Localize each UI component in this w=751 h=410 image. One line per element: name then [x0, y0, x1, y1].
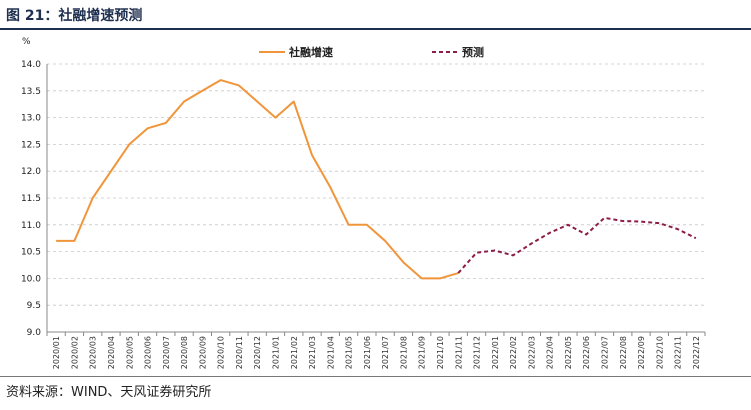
x-tick-label: 2021/01: [271, 336, 280, 369]
x-tick-label: 2020/06: [144, 336, 153, 369]
x-tick-label: 2022/10: [655, 336, 664, 369]
line-chart: % 9.0 9.5 10.0 10.5 11.0 11.5 12.0 12.5 13.0 13.5…: [21, 37, 706, 369]
x-tick-label: 2020/05: [125, 336, 134, 369]
x-tick-label: 2022/04: [546, 336, 555, 369]
series-line-actual: [56, 79, 459, 280]
y-tick-label: 13.0: [21, 114, 41, 124]
x-tick-label: 2020/03: [89, 336, 98, 369]
x-tick-label: 2022/03: [527, 336, 536, 369]
source-note: 资料来源：WIND、天风证券研究所: [6, 385, 212, 400]
y-axis-unit: %: [22, 37, 31, 47]
x-tick-label: 2022/01: [491, 336, 500, 369]
legend: 社融增速 预测: [259, 45, 484, 59]
footer-divider: [0, 376, 751, 377]
x-tick-labels: 2020/01 2020/02 2020/03 2020/04 2020/05 2020/…: [52, 336, 701, 369]
y-tick-label: 12.0: [21, 167, 41, 177]
y-tick-label: 11.0: [21, 221, 41, 231]
x-tick-label: 2021/04: [326, 336, 335, 369]
x-tick-label: 2021/09: [418, 336, 427, 369]
y-tick-label: 9.0: [27, 328, 42, 338]
x-tick-label: 2020/11: [235, 336, 244, 369]
series-line-forecast: [457, 216, 697, 274]
x-tick-label: 2021/03: [308, 336, 317, 369]
x-tick-label: 2021/07: [381, 336, 390, 369]
y-tick-label: 12.5: [21, 140, 41, 150]
x-tick-label: 2020/04: [107, 336, 116, 369]
y-tick-label: 14.0: [21, 60, 41, 70]
series-lines: [56, 79, 697, 280]
y-tick-label: 11.5: [21, 194, 41, 204]
x-tick-label: 2021/11: [454, 336, 463, 369]
x-tick-label: 2021/10: [436, 336, 445, 369]
x-tick-label: 2020/09: [198, 336, 207, 369]
legend-label-forecast: 预测: [462, 45, 484, 59]
x-tick-label: 2022/02: [509, 336, 518, 369]
x-tick-label: 2022/11: [674, 336, 683, 369]
axes: [46, 64, 706, 336]
x-tick-label: 2022/08: [619, 336, 628, 369]
x-tick-label: 2020/12: [253, 336, 262, 369]
gridlines: [47, 63, 705, 306]
x-tick-label: 2022/09: [637, 336, 646, 369]
x-tick-label: 2022/06: [582, 336, 591, 369]
y-tick-labels: 9.0 9.5 10.0 10.5 11.0 11.5 12.0 12.5 13.0 13.5 14…: [21, 60, 41, 338]
x-tick-label: 2020/08: [180, 336, 189, 369]
x-tick-label: 2020/02: [70, 336, 79, 369]
x-tick-label: 2022/12: [692, 336, 701, 369]
x-tick-label: 2020/07: [162, 336, 171, 369]
x-tick-label: 2021/05: [345, 336, 354, 369]
legend-label-actual: 社融增速: [288, 45, 333, 59]
title-underline: [0, 28, 751, 30]
y-tick-label: 13.5: [21, 87, 41, 97]
y-tick-label: 9.5: [27, 301, 41, 311]
x-tick-label: 2021/08: [399, 336, 408, 369]
x-tick-label: 2022/07: [600, 336, 609, 369]
x-tick-label: 2021/06: [363, 336, 372, 369]
x-tick-label: 2020/01: [52, 336, 61, 369]
y-tick-label: 10.0: [21, 274, 41, 284]
y-tick-label: 10.5: [21, 248, 41, 258]
x-tick-label: 2020/10: [217, 336, 226, 369]
x-tick-label: 2021/12: [473, 336, 482, 369]
x-tick-label: 2021/02: [290, 336, 299, 369]
x-tick-label: 2022/05: [564, 336, 573, 369]
figure-title: 图 21：社融增速预测: [6, 8, 143, 24]
